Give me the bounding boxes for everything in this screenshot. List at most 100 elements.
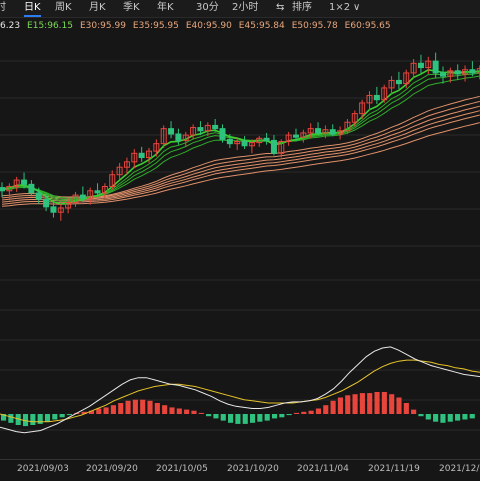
ema-legend-item: E45:95.84 — [238, 21, 285, 31]
macd-dif-line — [0, 346, 480, 434]
macd-bar-down — [37, 414, 43, 424]
macd-bar-up — [103, 407, 109, 414]
candle-up — [366, 94, 373, 104]
macd-bar-down — [44, 414, 51, 422]
tab-3[interactable]: 月K — [89, 2, 106, 13]
macd-bar-down — [455, 414, 461, 421]
tab-1[interactable]: 日K — [24, 0, 41, 17]
candle-down — [168, 128, 175, 135]
macd-panel — [0, 346, 480, 434]
candle-up — [462, 69, 469, 75]
kline-chart[interactable] — [0, 34, 480, 459]
candle-up — [131, 152, 138, 163]
macd-bar-up — [176, 408, 182, 414]
ema-long-line — [1, 122, 480, 207]
candle-down — [432, 60, 439, 74]
macd-bar-up — [315, 408, 322, 414]
candle-down — [293, 134, 299, 138]
macd-bar-down — [213, 414, 219, 419]
ema-mid-line — [1, 75, 480, 199]
candle-down — [226, 138, 233, 145]
x-axis-label: 2021/10/20 — [227, 464, 279, 474]
chart-grid — [0, 60, 480, 431]
macd-dea-line — [0, 359, 480, 423]
candle-up — [57, 207, 64, 213]
candle-up — [101, 186, 108, 194]
tab-5[interactable]: 年K — [157, 2, 174, 13]
candle-up — [182, 134, 189, 141]
macd-bar-up — [169, 407, 175, 414]
macd-bar-down — [440, 414, 446, 423]
macd-bar-up — [359, 393, 365, 414]
ema-long-line — [1, 95, 480, 198]
candle-down — [197, 127, 204, 132]
chevron-down-icon[interactable]: ∨ — [353, 2, 361, 13]
candle-down — [212, 124, 219, 130]
macd-bar-up — [125, 400, 131, 414]
swap-icon[interactable]: ⇆ — [276, 2, 285, 13]
tab-0[interactable]: 时 — [0, 2, 6, 13]
candle-down — [373, 94, 380, 101]
candle-up — [160, 128, 167, 145]
tab-4[interactable]: 季K — [123, 2, 140, 13]
candle-up — [72, 194, 79, 204]
macd-bar-up — [140, 399, 146, 414]
macd-bar-down — [447, 414, 453, 422]
period-toolbar: 时 日K 周K 月K 季K 年K 30分 2小时 ⇆ 排序 1×2 ∨ — [0, 0, 480, 18]
candle-up — [425, 60, 432, 69]
macd-bar-down — [8, 414, 14, 423]
candle-down — [329, 129, 336, 135]
macd-bar-down — [286, 414, 292, 416]
candle-down — [43, 198, 50, 208]
ema-short-line — [1, 68, 480, 205]
x-axis-label: 2021/11/04 — [297, 464, 349, 474]
ema-legend-item: E15:96.15 — [27, 21, 73, 31]
tab-2[interactable]: 周K — [55, 2, 72, 13]
macd-bar-up — [308, 410, 314, 414]
ema-lines — [1, 68, 480, 207]
candle-down — [417, 62, 424, 69]
candle-down — [270, 139, 277, 154]
macd-bar-down — [30, 414, 36, 425]
macd-bar-down — [249, 414, 256, 423]
candle-up — [65, 202, 72, 209]
candle-down — [263, 137, 270, 141]
candle-down — [315, 128, 322, 134]
candle-up — [204, 124, 211, 132]
macd-bar-up — [374, 392, 380, 414]
macd-bar-down — [279, 414, 285, 418]
macd-bar-up — [154, 403, 160, 414]
macd-bar-up — [184, 409, 190, 414]
layout-button[interactable]: 1×2 — [329, 2, 351, 13]
candle-down — [35, 192, 42, 200]
candle-down — [79, 194, 86, 199]
sort-button[interactable]: 排序 — [292, 2, 312, 13]
candle-down — [21, 179, 28, 185]
ema-long-line — [1, 100, 480, 199]
candles — [0, 52, 480, 221]
x-axis-label: 2021/11/19 — [368, 464, 420, 474]
ema-legend-item: 6.23 — [0, 21, 21, 31]
tab-7[interactable]: 2小时 — [232, 2, 259, 13]
macd-bar-up — [323, 405, 329, 414]
macd-bar-down — [433, 414, 439, 422]
macd-bar-up — [411, 409, 417, 414]
tab-6[interactable]: 30分 — [196, 2, 219, 13]
macd-bar-down — [264, 414, 270, 421]
macd-bar-down — [66, 414, 73, 416]
candle-up — [381, 87, 388, 101]
candle-up — [322, 129, 329, 134]
macd-bar-up — [110, 405, 116, 414]
candle-up — [87, 190, 94, 199]
candle-up — [388, 79, 395, 89]
ema-legend-item: E50:95.78 — [291, 21, 338, 31]
macd-bar-down — [469, 414, 475, 419]
macd-bar-up — [132, 399, 138, 414]
macd-bar-up — [162, 405, 168, 414]
macd-bar-down — [52, 414, 58, 420]
macd-bar-up — [88, 410, 94, 414]
macd-bar-up — [147, 400, 153, 414]
macd-bar-up — [330, 400, 336, 414]
macd-bar-down — [22, 414, 29, 427]
macd-bar-down — [206, 414, 212, 417]
